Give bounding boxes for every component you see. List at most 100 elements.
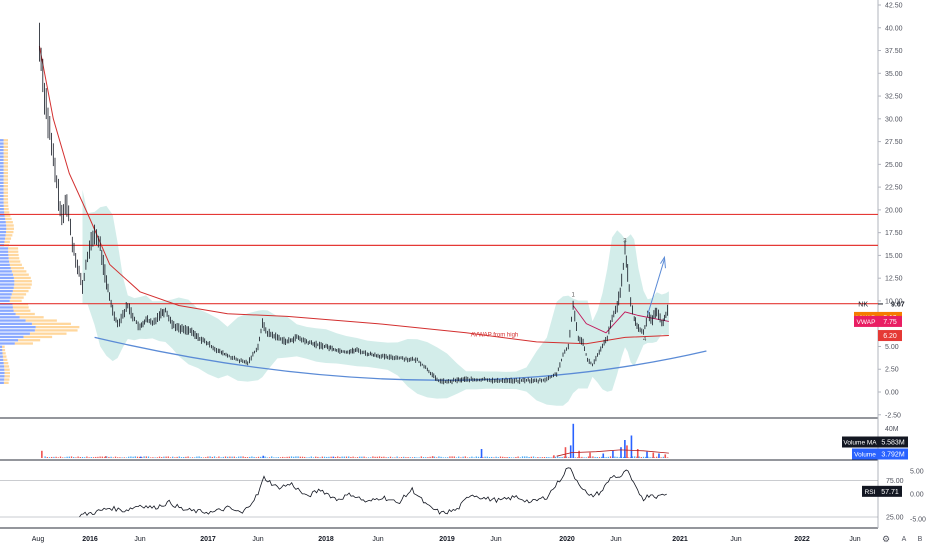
time-axis[interactable]: Aug 2016 Jun 2017 Jun 2018 Jun 2019 Jun 2020 Jun 20… xyxy=(32,534,923,544)
profile-bar-up xyxy=(0,365,5,368)
volume-bar xyxy=(130,456,132,458)
volume-bar xyxy=(477,456,480,458)
price-axis-label: 40.00 xyxy=(885,25,903,32)
volume-profile xyxy=(0,139,80,384)
volume-bar xyxy=(125,457,128,458)
price-axis-label: 27.50 xyxy=(885,139,903,146)
volume-bar xyxy=(499,456,502,458)
volume-bar xyxy=(620,447,622,458)
symbol-label: NK xyxy=(858,301,868,308)
profile-bar-down xyxy=(5,234,13,237)
volume-bar xyxy=(145,456,147,458)
volume-bar xyxy=(213,456,216,458)
annotations: 1 3 4 AVWAP from high xyxy=(471,239,666,343)
volume-bar xyxy=(400,457,403,458)
rsi-name: RSI xyxy=(865,489,876,496)
volume-bar xyxy=(607,456,609,458)
profile-bar-down xyxy=(6,230,14,234)
profile-bar-up xyxy=(0,319,26,322)
rsi-name-badge xyxy=(862,485,878,497)
volume-bar xyxy=(147,456,150,458)
volume-bar xyxy=(645,456,647,458)
volume-bar xyxy=(506,457,508,458)
volume-bar xyxy=(163,456,165,458)
profile-bar-up xyxy=(0,171,4,175)
volume-bar xyxy=(84,457,86,458)
profile-bar-up xyxy=(0,289,13,293)
volume-bar xyxy=(354,457,356,458)
profile-bar-up xyxy=(0,329,35,332)
volume-bar xyxy=(348,456,350,458)
volume-bar xyxy=(75,457,77,458)
rsi-axis-label-secondary: 0.00 xyxy=(910,492,924,499)
volume-bar xyxy=(462,456,464,458)
profile-bar-down xyxy=(4,368,10,371)
profile-bar-up xyxy=(0,204,4,207)
profile-bar-down xyxy=(3,207,9,211)
time-axis-label: Jun xyxy=(252,536,263,543)
profile-bar-up xyxy=(0,342,15,345)
volume-bar xyxy=(123,457,125,458)
price-axis-label: 2.50 xyxy=(885,367,899,374)
volume-bar xyxy=(517,456,519,458)
profile-bar-up xyxy=(0,352,3,355)
volume-bar xyxy=(471,456,473,458)
profile-bar-down xyxy=(35,325,80,329)
volume-bar xyxy=(315,456,317,458)
volume-bar xyxy=(627,457,629,458)
volume-bar xyxy=(550,457,552,458)
volume-bar xyxy=(196,456,198,458)
volume-bar xyxy=(176,456,178,458)
volume-bar xyxy=(543,457,546,458)
profile-bar-down xyxy=(15,312,35,316)
profile-bar-up xyxy=(0,375,5,378)
profile-bar-down xyxy=(14,283,32,286)
volume-bar xyxy=(381,456,383,458)
profile-bar-down xyxy=(3,194,9,198)
volume-bar xyxy=(537,457,539,458)
profile-bar-down xyxy=(4,375,10,378)
profile-bar-down xyxy=(3,178,9,181)
volume-bar xyxy=(143,456,145,458)
price-axis[interactable]: 42.50 40.00 37.50 35.00 32.50 30.00 27.50 25.00… xyxy=(878,3,926,524)
volume-badge xyxy=(852,448,878,460)
profile-bar-down xyxy=(19,316,44,319)
profile-bar-down xyxy=(34,329,78,332)
auto-scale-button[interactable]: A xyxy=(902,536,907,543)
log-scale-button[interactable]: B xyxy=(918,536,923,543)
volume-bar xyxy=(652,452,655,458)
volume-bar xyxy=(626,445,628,458)
volume-bar xyxy=(572,423,575,458)
profile-bar-up xyxy=(0,142,4,145)
volume-bar xyxy=(103,457,106,458)
volume-bar xyxy=(301,456,304,458)
rsi-axis-label-secondary: 5.00 xyxy=(910,469,924,476)
volume-bar xyxy=(568,457,570,458)
profile-bar-down xyxy=(31,322,71,325)
volume-bar xyxy=(172,456,174,458)
profile-bar-up xyxy=(0,234,6,237)
volume-bar xyxy=(387,457,389,458)
volume-bar xyxy=(337,456,339,458)
volume-bar xyxy=(409,457,411,458)
profile-bar-up xyxy=(0,191,4,194)
volume-bar xyxy=(46,457,48,458)
volume-bar xyxy=(90,457,92,458)
volume-bar xyxy=(634,456,636,458)
volume-bar xyxy=(535,457,537,458)
volume-bar xyxy=(581,456,583,458)
volume-bar xyxy=(367,457,370,458)
price-axis-label: 5.00 xyxy=(885,344,899,351)
timezone-settings-icon[interactable]: ⚙ xyxy=(882,534,890,544)
volume-bar xyxy=(277,457,279,458)
volume-bar xyxy=(526,456,528,458)
volume-bar xyxy=(411,457,414,458)
volume-bar xyxy=(244,457,246,458)
volume-bar xyxy=(246,457,249,458)
volume-bar xyxy=(624,440,626,458)
volume-bar xyxy=(284,457,286,458)
volume-bar xyxy=(455,457,458,458)
volume-bar xyxy=(602,453,605,458)
volume-bar xyxy=(565,456,568,458)
